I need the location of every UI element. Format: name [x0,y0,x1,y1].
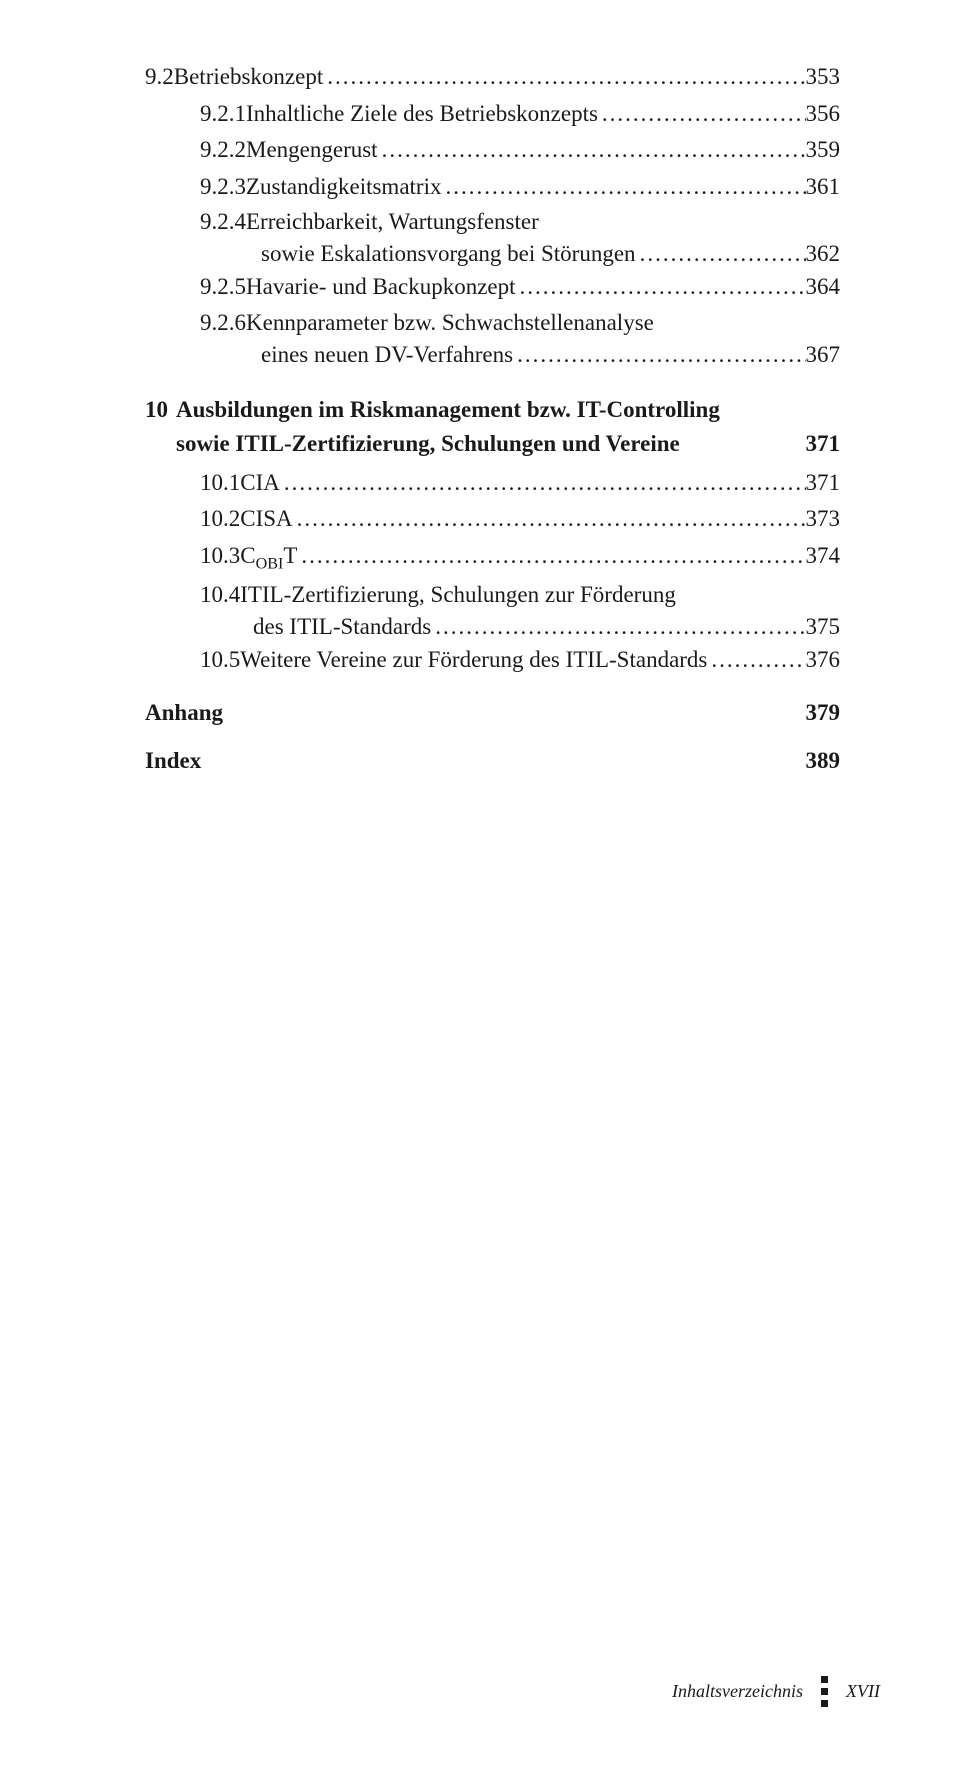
entry-page: 361 [806,170,841,205]
entry-title: Weitere Vereine zur Förderung des ITIL-S… [240,643,707,678]
entry-page: 364 [806,270,841,305]
dot-leader [441,170,805,205]
toc-entry: 9.2.5 Havarie- und Backupkonzept 364 [145,270,840,305]
dot-leader [707,643,805,678]
dot-leader [293,502,806,537]
entry-number: 10.1 [200,466,240,501]
dot-leader [598,97,806,132]
entry-title-line2: des ITIL-Standards [253,611,431,643]
anhang-row: Anhang 379 [145,700,840,726]
entry-title: Mengengerust [246,133,378,168]
entry-number: 9.2.4 [200,206,246,238]
entry-number: 9.2.2 [200,133,246,168]
entry-page: 353 [806,60,841,95]
entry-title: Havarie- und Backupkonzept [246,270,516,305]
entry-number: 10.2 [200,502,240,537]
entry-page: 359 [806,133,841,168]
entry-page: 356 [806,97,841,132]
toc-entry: 9.2.2 Mengengerust 359 [145,133,840,168]
entry-title-line1: ITIL-Zertifizierung, Schulungen zur Förd… [240,579,676,611]
entry-number: 10.5 [200,643,240,678]
dot-leader [280,466,806,501]
entry-title-line2: sowie Eskalationsvorgang bei Störungen [261,238,636,270]
entry-page: 374 [806,539,841,574]
dot-leader [323,60,805,95]
chapter-title-line2: sowie ITIL-Zertifizierung, Schulungen un… [176,427,680,460]
entry-number: 9.2.3 [200,170,246,205]
anhang-page: 379 [806,700,841,726]
footer-page-number: XVII [846,1681,880,1702]
toc-page: 9.2 Betriebskonzept 353 9.2.1 Inhaltlich… [0,0,960,774]
toc-entry: 10.3 COBIT 374 [145,539,840,577]
toc-entry: 9.2.3 Zustandigkeitsmatrix 361 [145,170,840,205]
entry-number: 9.2.1 [200,97,246,132]
index-page: 389 [806,748,841,774]
entry-page: 373 [806,502,841,537]
entry-title-line2: eines neuen DV-Verfahrens [261,339,513,371]
toc-entry: 9.2 Betriebskonzept 353 [145,60,840,95]
entry-page: 375 [806,611,841,643]
toc-entry: 10.5 Weitere Vereine zur Förderung des I… [145,643,840,678]
dot-leader [297,539,805,574]
index-label: Index [145,748,201,774]
entry-page: 367 [806,339,841,371]
toc-entry: 9.2.1 Inhaltliche Ziele des Betriebskonz… [145,97,840,132]
chapter-page: 371 [806,427,841,460]
entry-title: COBIT [240,539,297,577]
toc-entry: 10.1 CIA 371 [145,466,840,501]
entry-title-line1: Kennparameter bzw. Schwachstellenanalyse [246,307,654,339]
entry-title: Zustandigkeitsmatrix [246,170,441,205]
footer-label: Inhaltsverzeichnis [672,1681,803,1702]
dot-leader [516,270,806,305]
entry-number: 9.2 [145,60,174,95]
entry-title: Betriebskonzept [174,60,323,95]
entry-title-line1: Erreichbarkeit, Wartungsfenster [246,206,539,238]
entry-page: 362 [806,238,841,270]
entry-number: 10.4 [200,579,240,611]
entry-number: 9.2.6 [200,307,246,339]
dot-leader [378,133,806,168]
dot-leader [431,611,805,643]
index-row: Index 389 [145,748,840,774]
entry-number: 10.3 [200,539,240,574]
entry-page: 376 [806,643,841,678]
chapter-heading: 10 Ausbildungen im Riskmanagement bzw. I… [145,393,840,460]
chapter-number: 10 [145,393,168,426]
page-footer: Inhaltsverzeichnis XVII [672,1676,880,1707]
anhang-label: Anhang [145,700,223,726]
toc-entry: 10.4 ITIL-Zertifizierung, Schulungen zur… [145,579,840,643]
toc-entry: 10.2 CISA 373 [145,502,840,537]
entry-title: CISA [240,502,292,537]
dot-leader [513,339,805,371]
toc-entry: 9.2.4 Erreichbarkeit, Wartungsfenster so… [145,206,840,270]
chapter-title-line1: Ausbildungen im Riskmanagement bzw. IT-C… [176,397,720,422]
entry-page: 371 [806,466,841,501]
entry-title: Inhaltliche Ziele des Betriebskonzepts [246,97,598,132]
entry-title: CIA [240,466,280,501]
footer-ornament-icon [821,1676,828,1707]
entry-number: 9.2.5 [200,270,246,305]
toc-entry: 9.2.6 Kennparameter bzw. Schwachstellena… [145,307,840,371]
chapter-title: Ausbildungen im Riskmanagement bzw. IT-C… [176,393,840,460]
dot-leader [636,238,806,270]
